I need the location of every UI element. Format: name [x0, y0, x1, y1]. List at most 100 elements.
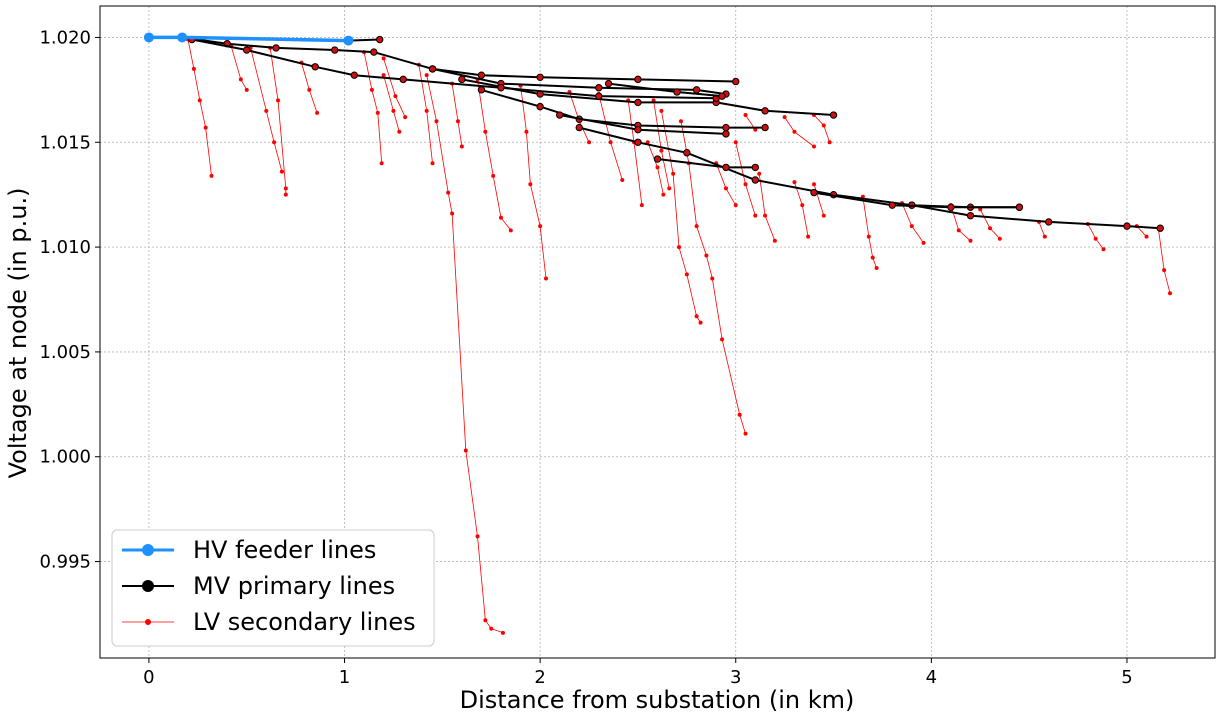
lv-point	[698, 320, 703, 325]
mv-point	[722, 130, 730, 138]
mv-point	[947, 203, 955, 211]
lv-point	[491, 173, 496, 178]
x-tick-label: 3	[730, 667, 741, 688]
lv-point	[792, 180, 797, 185]
y-axis-ticks: 0.995 1.000 1.005 1.010 1.015 1.020	[39, 27, 100, 573]
mv-point	[595, 92, 603, 100]
lv-point	[209, 173, 214, 178]
legend-mv-label: MV primary lines	[193, 572, 395, 600]
lv-point	[684, 272, 689, 277]
lv-point	[1144, 234, 1149, 239]
lv-point	[800, 203, 805, 208]
lv-point	[978, 207, 983, 212]
mv-point	[1045, 218, 1053, 226]
mv-point	[966, 211, 975, 220]
lv-secondary-series	[186, 37, 1173, 635]
lv-point	[1168, 291, 1173, 296]
lv-point	[655, 165, 660, 170]
lv-point	[424, 108, 429, 113]
lv-point	[381, 56, 386, 61]
lv-point	[1101, 247, 1106, 252]
mv-point	[751, 176, 760, 184]
mv-point	[370, 48, 378, 56]
lv-point	[450, 211, 455, 216]
lv-point	[191, 66, 196, 71]
lv-point	[587, 140, 592, 145]
lv-point	[921, 240, 926, 245]
mv-point	[477, 71, 486, 79]
x-axis-title: Distance from substation (in km)	[460, 686, 855, 714]
mv-point	[751, 163, 760, 172]
lv-point	[446, 190, 451, 195]
lv-point	[315, 110, 320, 115]
lv-point	[391, 108, 396, 113]
mv-point	[634, 125, 642, 134]
mv-line	[813, 191, 1020, 209]
lv-point	[1093, 236, 1098, 241]
mv-point	[732, 77, 740, 86]
mv-point	[555, 111, 564, 119]
hv-point	[177, 32, 188, 43]
lv-point	[743, 113, 748, 118]
lv-point	[811, 144, 816, 149]
lv-point	[988, 226, 993, 231]
mv-line	[481, 88, 766, 129]
mv-point	[428, 65, 437, 73]
lv-point	[272, 140, 277, 145]
mv-point	[722, 123, 730, 132]
lv-point	[434, 119, 439, 124]
mv-point	[575, 123, 583, 132]
lv-line	[250, 47, 283, 172]
lv-point	[379, 161, 384, 166]
lv-line	[1136, 225, 1147, 237]
lv-point	[827, 140, 832, 145]
mv-line	[182, 36, 736, 83]
lv-line	[269, 47, 287, 195]
lv-point	[792, 129, 797, 134]
mv-primary-series	[178, 33, 1164, 232]
mv-point	[1156, 224, 1164, 232]
mv-point	[673, 88, 681, 96]
hv-point	[143, 32, 154, 43]
lv-point	[538, 224, 543, 229]
x-tick-label: 0	[143, 667, 154, 688]
lv-point	[997, 236, 1002, 241]
plot-frame	[99, 5, 1216, 659]
lv-point	[659, 108, 664, 113]
mv-point	[761, 123, 769, 132]
lv-point	[1162, 268, 1167, 273]
lv-point	[753, 213, 758, 218]
lv-point	[276, 98, 281, 103]
lv-point	[733, 140, 738, 145]
lv-point	[753, 127, 758, 132]
lv-point	[397, 129, 402, 134]
hv-point	[343, 35, 354, 46]
lv-point	[489, 626, 494, 631]
lv-point	[639, 203, 644, 208]
mv-point	[1015, 203, 1024, 211]
lv-point	[369, 87, 374, 92]
lv-point	[874, 266, 879, 271]
lv-point	[757, 171, 762, 176]
lv-point	[459, 144, 464, 149]
lv-point	[821, 213, 826, 218]
legend-box	[111, 529, 435, 647]
lv-point	[710, 276, 715, 281]
lv-point	[772, 238, 777, 243]
legend-lv-label: LV secondary lines	[193, 608, 416, 636]
y-tick-label: 1.000	[39, 447, 91, 468]
mv-point	[399, 75, 407, 84]
mv-point	[243, 46, 251, 54]
mv-point	[761, 107, 769, 115]
lv-point	[782, 115, 787, 120]
mv-point	[722, 163, 730, 172]
lv-line	[1038, 221, 1046, 237]
mv-point	[458, 75, 466, 84]
y-tick-label: 0.995	[39, 552, 91, 573]
mv-point	[331, 46, 339, 54]
lv-point	[393, 94, 398, 99]
mv-point	[810, 188, 818, 197]
lv-point	[508, 228, 513, 233]
lv-point	[544, 276, 548, 281]
